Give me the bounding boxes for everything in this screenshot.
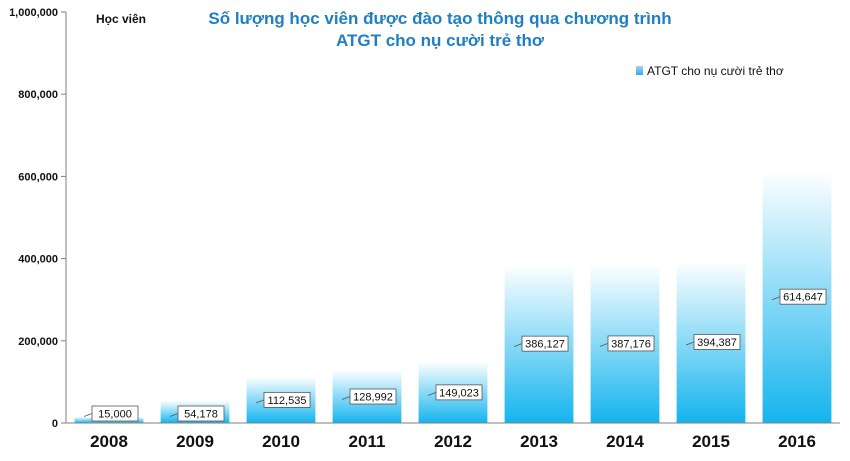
x-tick-label: 2009 bbox=[176, 432, 214, 451]
data-label-leader bbox=[427, 392, 437, 396]
x-tick-label: 2013 bbox=[520, 432, 558, 451]
data-label-leader bbox=[513, 343, 523, 348]
legend-swatch bbox=[636, 66, 643, 75]
y-axis-ticks: 0 200,000 400,000 600,000 800,000 1,000,000 bbox=[9, 7, 66, 430]
y-tick-label: 800,000 bbox=[18, 89, 58, 101]
y-axis-label: Học viên bbox=[96, 12, 146, 26]
data-label-leader bbox=[341, 396, 351, 400]
data-label-2013: 386,127 bbox=[525, 339, 565, 351]
data-label-2011: 128,992 bbox=[353, 391, 393, 403]
data-label-leader bbox=[599, 343, 609, 347]
y-tick-label: 600,000 bbox=[18, 171, 58, 183]
x-tick-label: 2014 bbox=[606, 432, 644, 451]
y-tick-label: 400,000 bbox=[18, 254, 58, 266]
data-label-leader bbox=[83, 413, 93, 417]
data-label-2009: 54,178 bbox=[184, 409, 218, 421]
x-tick-label: 2011 bbox=[349, 432, 386, 451]
x-tick-label: 2016 bbox=[778, 432, 816, 451]
data-label-2010: 112,535 bbox=[268, 395, 307, 407]
data-label-leader bbox=[771, 296, 781, 301]
chart-title-line-2: ATGT cho nụ cười trẻ thơ bbox=[336, 31, 545, 50]
data-labels: 15,000 54,178 112,535 128,992 149,023 386,127… bbox=[83, 288, 827, 422]
y-tick-label: 200,000 bbox=[18, 336, 58, 348]
data-label-box bbox=[349, 388, 397, 405]
data-label-box bbox=[693, 334, 741, 350]
data-label-2008: 15,000 bbox=[98, 409, 132, 421]
data-label-2015: 394,387 bbox=[697, 337, 737, 349]
x-tick-label: 2012 bbox=[434, 432, 472, 451]
data-label-box bbox=[91, 405, 139, 422]
data-label-box bbox=[607, 335, 655, 352]
y-tick-label: 1,000,000 bbox=[9, 7, 58, 19]
data-label-2014: 387,176 bbox=[611, 338, 651, 350]
data-label-box bbox=[263, 391, 311, 408]
data-label-box bbox=[435, 384, 483, 401]
x-tick-label: 2015 bbox=[692, 432, 730, 451]
y-tick-label: 0 bbox=[52, 418, 58, 430]
data-label-leader bbox=[685, 341, 695, 346]
data-label-box bbox=[177, 405, 225, 422]
data-label-box bbox=[521, 335, 569, 352]
data-label-leader bbox=[169, 413, 179, 417]
data-label-box bbox=[779, 288, 827, 305]
x-tick-label: 2010 bbox=[262, 432, 300, 451]
chart-title-line-1: Số lượng học viên được đào tạo thông qua… bbox=[208, 9, 671, 28]
x-tick-label: 2008 bbox=[90, 432, 128, 451]
data-label-leader bbox=[255, 399, 265, 404]
x-axis-ticks: 2008 2009 2010 2011 2012 2013 2014 2015 2016 bbox=[90, 432, 816, 451]
data-label-2012: 149,023 bbox=[439, 387, 479, 399]
legend: ATGT cho nụ cười trẻ thơ bbox=[636, 64, 784, 78]
data-label-2016: 614,647 bbox=[783, 292, 823, 304]
legend-entry: ATGT cho nụ cười trẻ thơ bbox=[647, 64, 784, 78]
